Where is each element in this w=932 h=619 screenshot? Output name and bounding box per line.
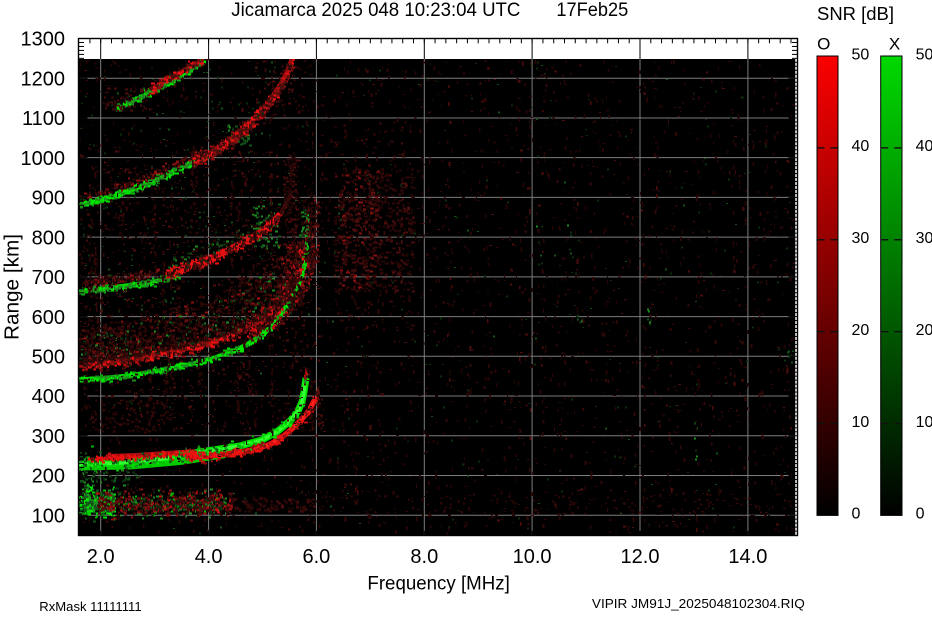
svg-text:17Feb25: 17Feb25 <box>556 0 628 21</box>
svg-text:1300: 1300 <box>21 29 66 51</box>
svg-text:14.0: 14.0 <box>728 546 767 568</box>
svg-text:SNR [dB]: SNR [dB] <box>817 4 894 24</box>
svg-text:VIPIR JM91J_2025048102304.RIQ: VIPIR JM91J_2025048102304.RIQ <box>592 596 805 611</box>
svg-text:30: 30 <box>916 230 932 247</box>
svg-text:O: O <box>817 35 830 54</box>
svg-text:Frequency [MHz]: Frequency [MHz] <box>367 573 509 595</box>
svg-text:400: 400 <box>32 386 65 408</box>
svg-text:1200: 1200 <box>21 68 66 90</box>
svg-text:100: 100 <box>32 505 65 527</box>
svg-text:50: 50 <box>852 46 870 63</box>
svg-text:10: 10 <box>852 414 870 431</box>
svg-text:10: 10 <box>916 414 932 431</box>
svg-text:RxMask 11111111: RxMask 11111111 <box>39 599 141 614</box>
svg-text:0: 0 <box>852 506 861 523</box>
svg-text:40: 40 <box>916 138 932 155</box>
svg-text:300: 300 <box>32 426 65 448</box>
svg-text:X: X <box>889 35 900 54</box>
svg-text:Jicamarca 2025 048 10:23:04 UT: Jicamarca 2025 048 10:23:04 UTC <box>231 0 520 21</box>
svg-text:0: 0 <box>916 506 925 523</box>
svg-text:10.0: 10.0 <box>513 546 552 568</box>
svg-text:600: 600 <box>32 307 65 329</box>
svg-text:1000: 1000 <box>21 148 66 170</box>
svg-text:6.0: 6.0 <box>302 546 330 568</box>
svg-text:8.0: 8.0 <box>410 546 438 568</box>
svg-text:50: 50 <box>916 46 932 63</box>
svg-text:2.0: 2.0 <box>87 546 115 568</box>
svg-text:500: 500 <box>32 347 65 369</box>
svg-text:12.0: 12.0 <box>621 546 660 568</box>
svg-text:20: 20 <box>916 322 932 339</box>
svg-text:40: 40 <box>852 138 870 155</box>
svg-text:Range [km]: Range [km] <box>2 234 24 340</box>
svg-text:800: 800 <box>32 227 65 249</box>
svg-text:1100: 1100 <box>22 108 65 130</box>
svg-text:200: 200 <box>32 466 65 488</box>
svg-text:4.0: 4.0 <box>195 546 223 568</box>
svg-text:30: 30 <box>852 230 870 247</box>
svg-text:20: 20 <box>852 322 870 339</box>
svg-text:700: 700 <box>32 267 65 289</box>
svg-text:900: 900 <box>32 188 65 210</box>
